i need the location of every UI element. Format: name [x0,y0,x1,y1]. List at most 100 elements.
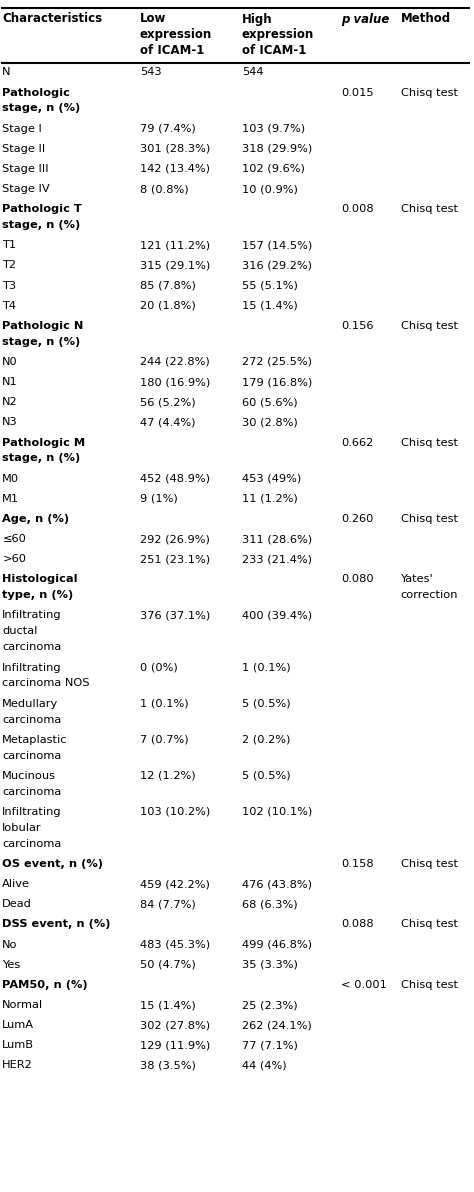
Text: carcinoma: carcinoma [2,642,62,652]
Text: 25 (2.3%): 25 (2.3%) [242,1000,297,1010]
Text: Pathologic: Pathologic [2,87,70,98]
Text: 0.088: 0.088 [341,919,374,930]
Text: No: No [2,939,18,950]
Text: 142 (13.4%): 142 (13.4%) [140,163,210,174]
Text: 44 (4%): 44 (4%) [242,1061,286,1070]
Text: 0.015: 0.015 [341,87,374,98]
Text: stage, n (%): stage, n (%) [2,337,81,347]
Text: 85 (7.8%): 85 (7.8%) [140,280,196,291]
Text: 55 (5.1%): 55 (5.1%) [242,280,298,291]
Text: 102 (10.1%): 102 (10.1%) [242,807,312,817]
Text: of ICAM-1: of ICAM-1 [242,44,306,57]
Text: Chisq test: Chisq test [401,321,457,331]
Text: stage, n (%): stage, n (%) [2,453,81,464]
Text: 11 (1.2%): 11 (1.2%) [242,493,298,504]
Text: T4: T4 [2,300,17,311]
Text: 35 (3.3%): 35 (3.3%) [242,960,298,970]
Text: Pathologic M: Pathologic M [2,437,85,447]
Text: 302 (27.8%): 302 (27.8%) [140,1020,210,1030]
Text: Age, n (%): Age, n (%) [2,514,70,524]
Text: Histological: Histological [2,575,78,584]
Text: lobular: lobular [2,822,42,833]
Text: 453 (49%): 453 (49%) [242,473,301,484]
Text: 20 (1.8%): 20 (1.8%) [140,300,196,311]
Text: 400 (39.4%): 400 (39.4%) [242,610,312,620]
Text: Chisq test: Chisq test [401,87,457,98]
Text: expression: expression [242,29,314,42]
Text: carcinoma NOS: carcinoma NOS [2,678,90,689]
Text: 157 (14.5%): 157 (14.5%) [242,241,312,250]
Text: Stage IV: Stage IV [2,184,50,194]
Text: 544: 544 [242,68,263,77]
Text: carcinoma: carcinoma [2,714,62,725]
Text: 0.156: 0.156 [341,321,374,331]
Text: Alive: Alive [2,880,30,889]
Text: N3: N3 [2,417,18,428]
Text: Infiltrating: Infiltrating [2,610,62,620]
Text: 102 (9.6%): 102 (9.6%) [242,163,305,174]
Text: 318 (29.9%): 318 (29.9%) [242,144,312,154]
Text: 316 (29.2%): 316 (29.2%) [242,260,312,271]
Text: Chisq test: Chisq test [401,919,457,930]
Text: 8 (0.8%): 8 (0.8%) [140,184,189,194]
Text: ≤60: ≤60 [2,534,26,544]
Text: N0: N0 [2,356,18,367]
Text: 262 (24.1%): 262 (24.1%) [242,1020,311,1030]
Text: p value: p value [341,12,390,25]
Text: 84 (7.7%): 84 (7.7%) [140,899,196,909]
Text: Pathologic N: Pathologic N [2,321,84,331]
Text: 499 (46.8%): 499 (46.8%) [242,939,312,950]
Text: 244 (22.8%): 244 (22.8%) [140,356,210,367]
Text: 0.008: 0.008 [341,204,374,215]
Text: stage, n (%): stage, n (%) [2,104,81,113]
Text: Dead: Dead [2,899,32,909]
Text: 1 (0.1%): 1 (0.1%) [140,699,189,708]
Text: 103 (10.2%): 103 (10.2%) [140,807,210,817]
Text: T2: T2 [2,260,17,271]
Text: 179 (16.8%): 179 (16.8%) [242,377,312,387]
Text: 77 (7.1%): 77 (7.1%) [242,1041,298,1050]
Text: 0 (0%): 0 (0%) [140,663,178,672]
Text: Yates': Yates' [401,575,433,584]
Text: 233 (21.4%): 233 (21.4%) [242,554,312,564]
Text: 272 (25.5%): 272 (25.5%) [242,356,312,367]
Text: Normal: Normal [2,1000,44,1010]
Text: 459 (42.2%): 459 (42.2%) [140,880,210,889]
Text: 0.662: 0.662 [341,437,374,447]
Text: M1: M1 [2,493,19,504]
Text: LumB: LumB [2,1041,35,1050]
Text: 15 (1.4%): 15 (1.4%) [242,300,298,311]
Text: 129 (11.9%): 129 (11.9%) [140,1041,210,1050]
Text: 121 (11.2%): 121 (11.2%) [140,241,210,250]
Text: Method: Method [401,12,451,25]
Text: 301 (28.3%): 301 (28.3%) [140,144,210,154]
Text: carcinoma: carcinoma [2,787,62,796]
Text: Chisq test: Chisq test [401,204,457,215]
Text: N1: N1 [2,377,18,387]
Text: 30 (2.8%): 30 (2.8%) [242,417,298,428]
Text: Low: Low [140,12,166,25]
Text: 0.080: 0.080 [341,575,374,584]
Text: Infiltrating: Infiltrating [2,807,62,817]
Text: 79 (7.4%): 79 (7.4%) [140,124,196,134]
Text: carcinoma: carcinoma [2,751,62,760]
Text: LumA: LumA [2,1020,35,1030]
Text: Metaplastic: Metaplastic [2,734,68,745]
Text: 0.260: 0.260 [341,514,374,524]
Text: T1: T1 [2,241,17,250]
Text: 7 (0.7%): 7 (0.7%) [140,734,189,745]
Text: 452 (48.9%): 452 (48.9%) [140,473,210,484]
Text: 1 (0.1%): 1 (0.1%) [242,663,291,672]
Text: 47 (4.4%): 47 (4.4%) [140,417,195,428]
Text: expression: expression [140,29,212,42]
Text: 50 (4.7%): 50 (4.7%) [140,960,196,970]
Text: Pathologic T: Pathologic T [2,204,82,215]
Text: OS event, n (%): OS event, n (%) [2,859,103,869]
Text: stage, n (%): stage, n (%) [2,221,81,230]
Text: Mucinous: Mucinous [2,771,56,781]
Text: M0: M0 [2,473,19,484]
Text: 180 (16.9%): 180 (16.9%) [140,377,210,387]
Text: 5 (0.5%): 5 (0.5%) [242,771,291,781]
Text: 10 (0.9%): 10 (0.9%) [242,184,298,194]
Text: N: N [2,68,11,77]
